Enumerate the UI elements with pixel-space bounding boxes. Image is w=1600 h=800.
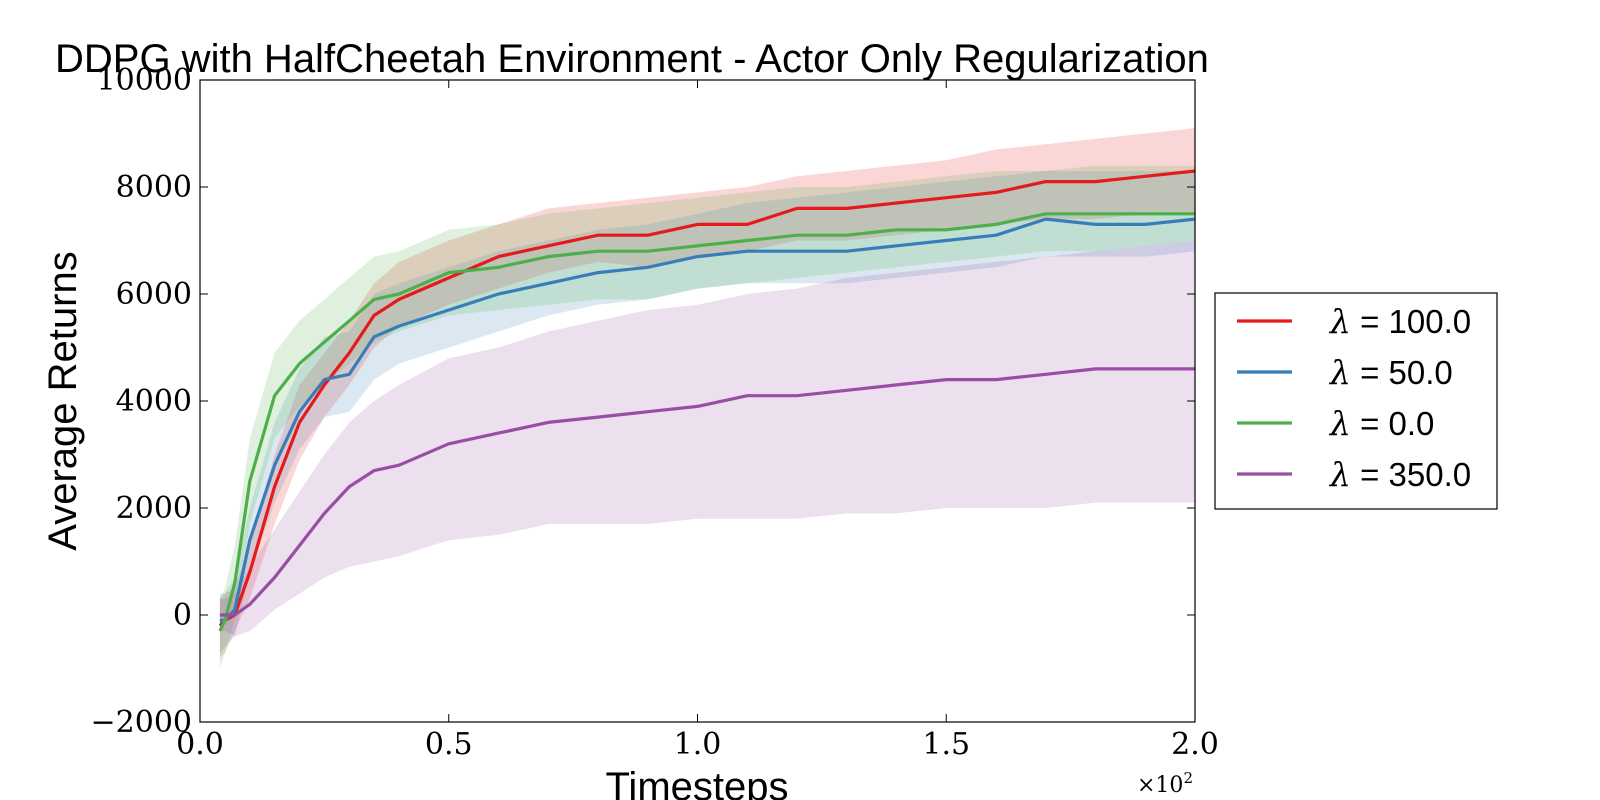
x-tick-label: 1.0 [674, 727, 722, 762]
line-lambda-350-0 [219, 367, 1195, 617]
legend-label-lambda-350-0: λ = 350.0 [1328, 455, 1471, 494]
series-lines [218, 169, 1196, 632]
x-axis: 0.0 0.5 1.0 1.5 2.0 [176, 80, 1219, 762]
chart-title: DDPG with HalfCheetah Environment - Acto… [55, 37, 1209, 81]
legend: λ = 100.0 λ = 50.0 λ = 0.0 λ = 350.0 [1214, 292, 1498, 510]
band-lambda-50-0 [219, 171, 1195, 653]
confidence-bands [219, 128, 1195, 669]
y-tick-label: 0 [173, 598, 192, 633]
y-tick-label: 2000 [116, 491, 192, 526]
x-axis-multiplier-base: ×10 [1137, 773, 1183, 798]
band-lambda-100-0 [219, 128, 1195, 658]
legend-label-lambda-0-0: λ = 0.0 [1328, 404, 1434, 443]
line-lambda-50-0 [219, 217, 1196, 623]
legend-label-lambda-100-0: λ = 100.0 [1328, 302, 1471, 341]
band-lambda-350-0 [219, 240, 1195, 637]
x-axis-multiplier-exponent: 2 [1183, 769, 1193, 787]
legend-label-lambda-50-0: λ = 50.0 [1328, 353, 1453, 392]
y-tick-label: 10000 [97, 63, 192, 98]
y-axis-label: Average Returns [41, 251, 85, 550]
y-tick-label: 4000 [116, 384, 192, 419]
x-axis-multiplier: ×102 [1137, 769, 1193, 798]
band-lambda-0-0 [219, 165, 1195, 669]
x-tick-label: 2.0 [1171, 727, 1219, 762]
x-tick-label: 1.5 [922, 727, 970, 762]
line-lambda-100-0 [218, 169, 1196, 627]
y-tick-label: 6000 [116, 277, 192, 312]
y-tick-label: 8000 [116, 170, 192, 205]
y-axis: −2000 0 2000 4000 6000 8000 10000 [91, 63, 1195, 740]
y-tick-label: −2000 [91, 705, 192, 740]
x-axis-label: Timesteps [605, 765, 788, 800]
x-tick-label: 0.0 [176, 727, 224, 762]
x-tick-label: 0.5 [425, 727, 473, 762]
line-lambda-0-0 [218, 212, 1195, 632]
